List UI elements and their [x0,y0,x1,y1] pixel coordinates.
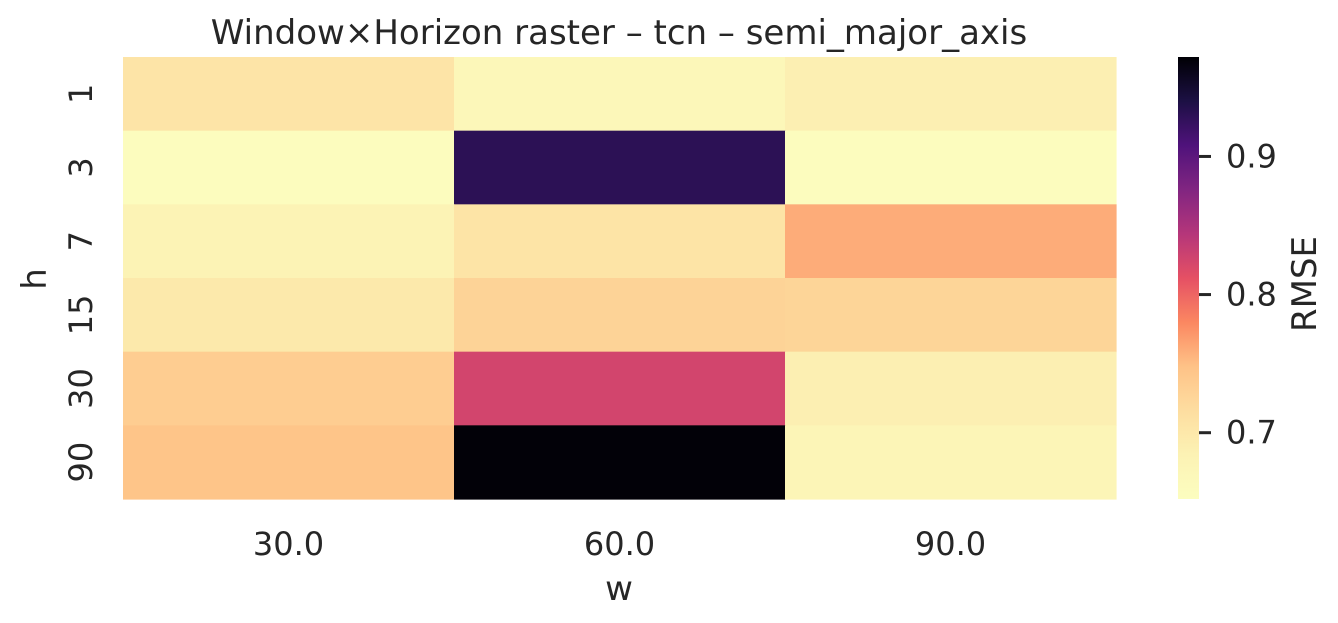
colorbar-tick-label: 0.8 [1226,276,1277,314]
chart-title: Window×Horizon raster – tcn – semi_major… [211,13,1027,53]
y-tick-label: 90 [62,442,100,483]
heatmap-cell [123,130,455,205]
heatmap-cell [454,278,786,353]
colorbar-ticks: 0.7 0.8 0.9 [1199,137,1277,452]
y-axis-label: h [15,268,55,290]
y-tick-label: 15 [62,294,100,335]
colorbar-tick-label: 0.9 [1226,137,1277,175]
y-tick-label: 3 [62,157,100,177]
heatmap-cell [785,278,1117,353]
y-tick-label: 7 [62,231,100,251]
x-tick-label: 60.0 [584,525,655,563]
heatmap-cell [123,425,455,500]
heatmap-cell [785,130,1117,205]
y-tick-labels: 1 3 7 15 30 90 [62,84,100,483]
heatmap-cell [123,278,455,353]
heatmap-cell [785,204,1117,279]
x-tick-label: 90.0 [915,525,986,563]
heatmap-cell [123,351,455,426]
y-tick-label: 1 [62,84,100,104]
heatmap-cell [454,425,786,500]
heatmap-cells [123,57,1117,500]
heatmap-cell [454,351,786,426]
x-axis-label: w [605,569,633,609]
heatmap-cell [454,130,786,205]
colorbar-label: RMSE [1285,236,1325,332]
colorbar-tick-label: 0.7 [1226,414,1277,452]
heatmap-cell [454,204,786,279]
x-tick-label: 30.0 [253,525,324,563]
heatmap-cell [785,425,1117,500]
heatmap-cell [454,57,786,132]
colorbar [1178,57,1199,499]
heatmap-cell [785,57,1117,132]
x-tick-labels: 30.0 60.0 90.0 [253,525,986,563]
heatmap-cell [785,351,1117,426]
heatmap-cell [123,57,455,132]
heatmap-cell [123,204,455,279]
y-tick-label: 30 [62,368,100,409]
